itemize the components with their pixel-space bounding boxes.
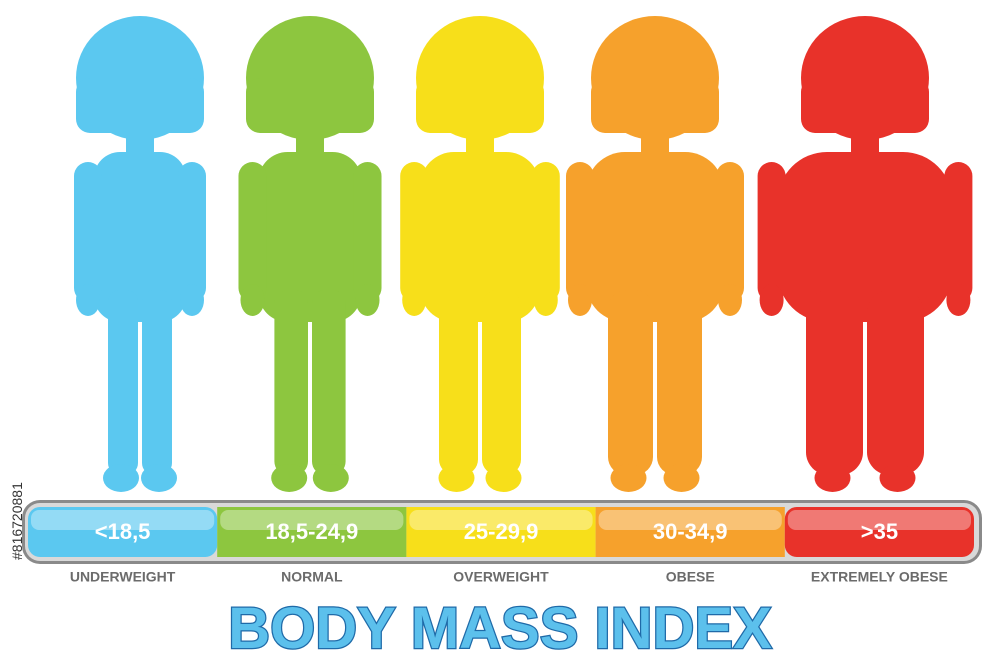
foot [438,464,475,492]
hand [355,284,380,316]
hand [240,284,265,316]
foot [879,464,916,492]
arm [74,162,102,302]
segment-highlight [31,510,215,530]
leg [312,290,346,475]
figure [74,16,206,492]
arm [238,162,267,302]
range-label: >35 [861,519,898,544]
leg [482,290,521,475]
hand [946,284,971,316]
title: BODY MASS INDEX [228,596,772,661]
hand [76,284,100,316]
hand [402,284,427,316]
leg [439,290,478,475]
category-label: OVERWEIGHT [453,569,549,585]
hand [718,284,742,316]
range-label: 18,5-24,9 [265,519,358,544]
scale-segment [217,507,407,557]
arm [178,162,206,302]
hair [76,78,204,133]
arm [566,162,594,302]
foot [814,464,851,492]
segment-highlight [787,510,971,530]
figure [757,16,973,492]
foot [663,464,700,492]
category-label: EXTREMELY OBESE [811,569,948,585]
category-label: NORMAL [281,569,343,585]
foot [103,464,139,492]
scale-segment [406,507,596,557]
leg [108,290,138,475]
foot [271,464,308,492]
arm [531,162,560,302]
torso [777,152,953,322]
hand [533,284,558,316]
leg [806,290,863,475]
hair [246,78,374,133]
range-label: 25-29,9 [464,519,539,544]
leg [142,290,172,475]
scale-segment [784,507,974,557]
arm [716,162,744,302]
category-label: UNDERWEIGHT [70,569,176,585]
scale-segment [28,507,218,557]
torso [420,152,540,322]
hair [801,78,929,133]
leg [608,290,653,475]
segment-highlight [598,510,782,530]
hair [416,78,544,133]
hand [180,284,204,316]
hair [591,78,719,133]
scale-segment [595,507,785,557]
figure [238,16,382,492]
arm [353,162,382,302]
foot [485,464,522,492]
arm [400,162,429,302]
torso [94,152,186,322]
hand [759,284,784,316]
arm [944,162,973,302]
torso [258,152,362,322]
side-id: #816720881 [9,482,25,560]
range-label: 30-34,9 [653,519,728,544]
foot [610,464,647,492]
range-label: <18,5 [95,519,151,544]
leg [867,290,924,475]
segment-highlight [220,510,404,530]
leg [657,290,702,475]
figure [566,16,744,492]
category-label: OBESE [666,569,715,585]
torso [586,152,724,322]
segment-highlight [409,510,593,530]
foot [141,464,177,492]
hand [568,284,592,316]
figure [400,16,560,492]
leg [274,290,308,475]
foot [312,464,349,492]
arm [757,162,786,302]
